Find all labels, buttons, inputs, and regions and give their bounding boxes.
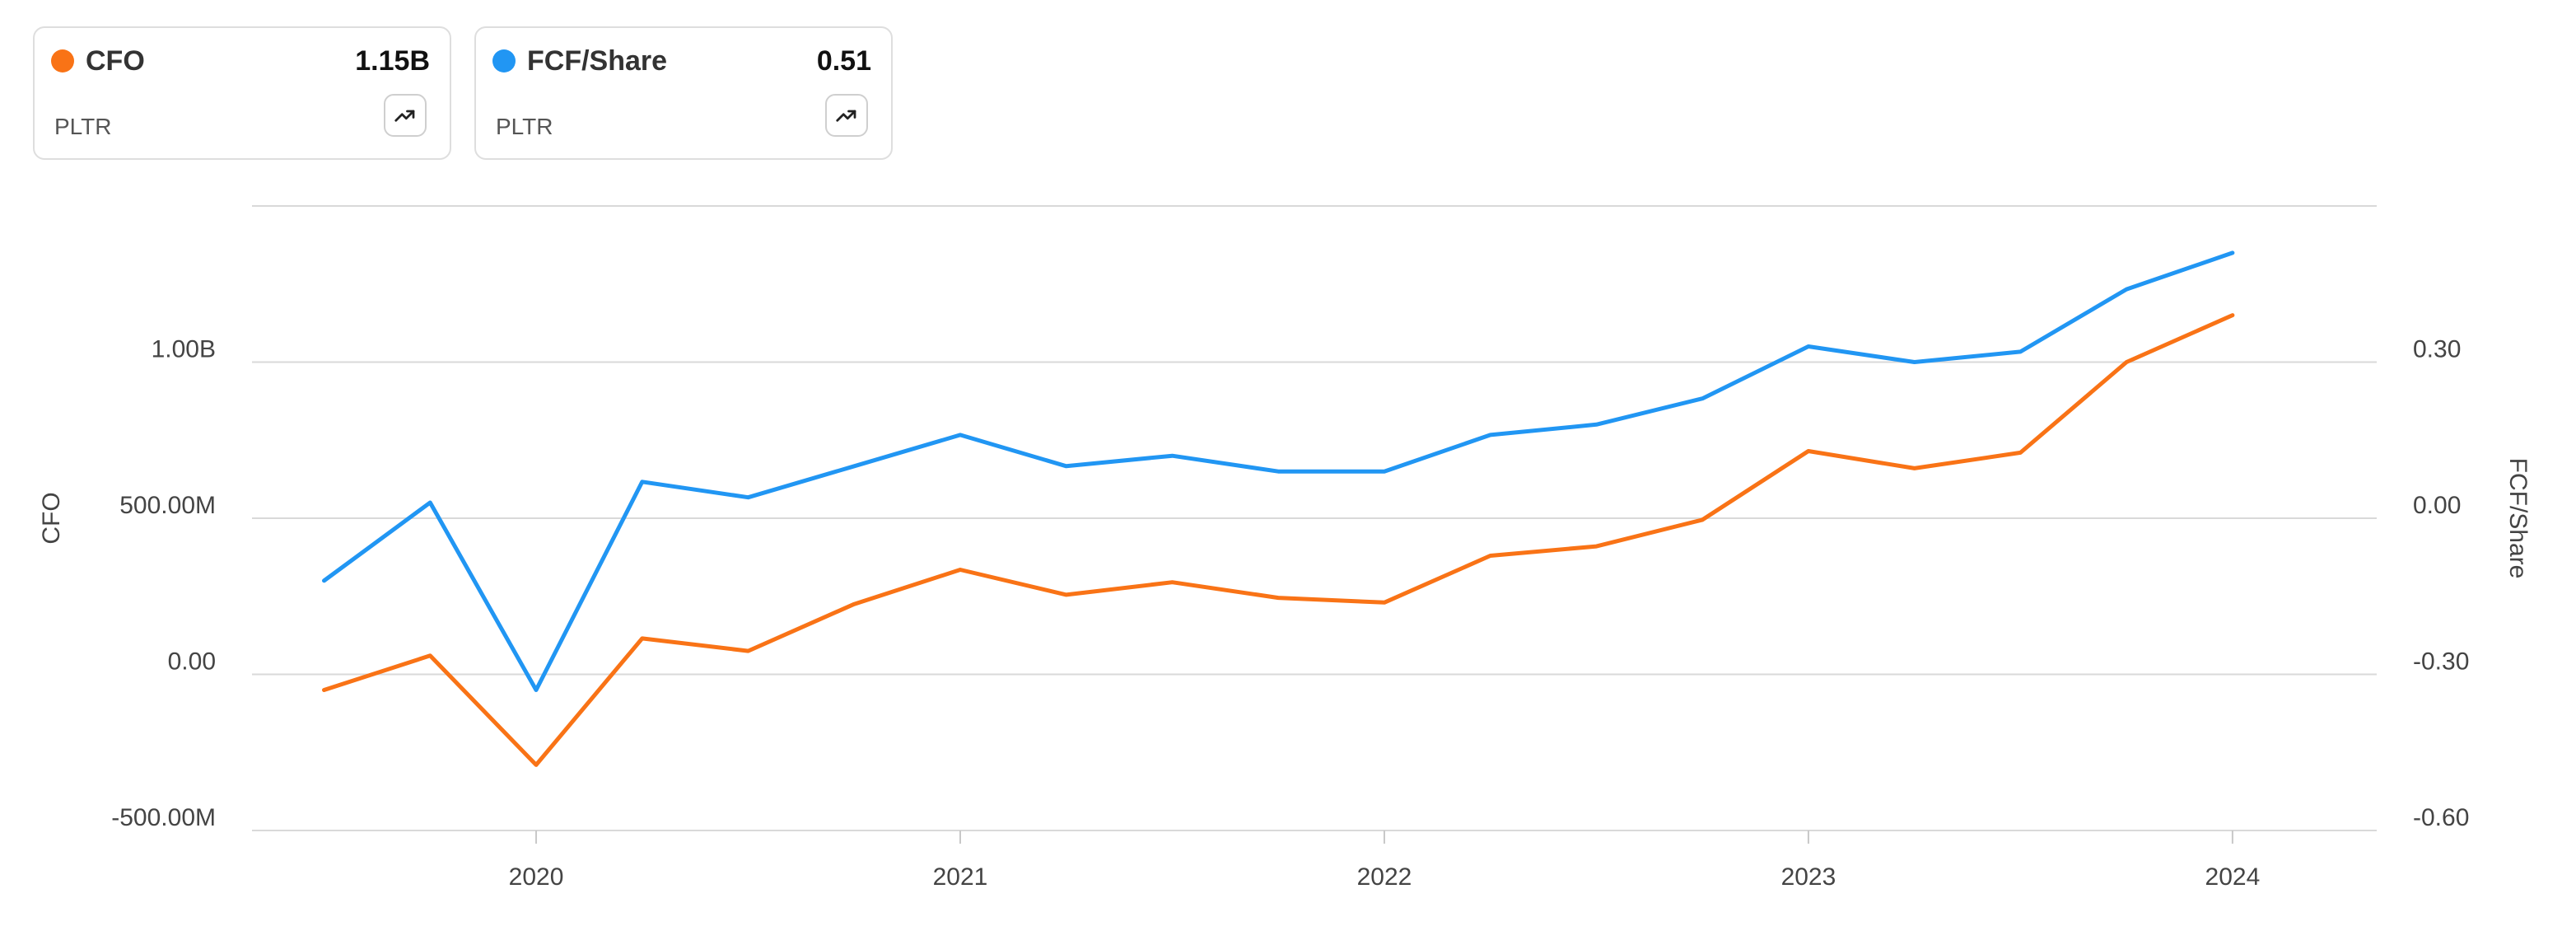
trending-up-icon[interactable] (384, 94, 427, 137)
right-tick-label-2: 0.00 (2413, 492, 2461, 519)
series-line-cfo (322, 313, 2235, 767)
left-axis-title: CFO (38, 492, 65, 544)
cfo-color-dot (51, 49, 74, 73)
cfo-card-name: CFO (86, 45, 145, 77)
x-tick-label-0: 2020 (509, 863, 564, 891)
right-axis-title: FCF/Share (2504, 458, 2532, 579)
fcf-share-color-dot (492, 49, 516, 73)
series-line-fcf-share (322, 250, 2235, 692)
left-tick-label-3: 1.00B (152, 336, 216, 363)
trending-up-icon[interactable] (825, 94, 868, 137)
cfo-card-ticker: PLTR (54, 114, 112, 139)
left-tick-label-0: -500.00M (111, 804, 216, 831)
right-tick-label-3: 0.30 (2413, 336, 2461, 363)
x-tick-label-3: 2023 (1781, 863, 1836, 891)
right-tick-label-0: -0.60 (2413, 804, 2469, 831)
cfo-card-value: 1.15B (355, 45, 430, 77)
fcf-share-card-name: FCF/Share (527, 45, 668, 77)
x-tick-label-1: 2021 (933, 863, 988, 891)
fcf-share-card-value: 0.51 (816, 45, 871, 77)
right-tick-label-1: -0.30 (2413, 648, 2469, 676)
fcf-share-card-ticker: PLTR (496, 114, 553, 139)
legend-card-cfo[interactable]: CFO 1.15B PLTR (33, 26, 451, 160)
legend-card-fcf-share[interactable]: FCF/Share 0.51 PLTR (474, 26, 893, 160)
x-tick-label-4: 2024 (2205, 863, 2261, 891)
left-tick-label-2: 500.00M (119, 492, 216, 519)
left-tick-label-1: 0.00 (168, 648, 216, 676)
x-tick-label-2: 2022 (1357, 863, 1412, 891)
